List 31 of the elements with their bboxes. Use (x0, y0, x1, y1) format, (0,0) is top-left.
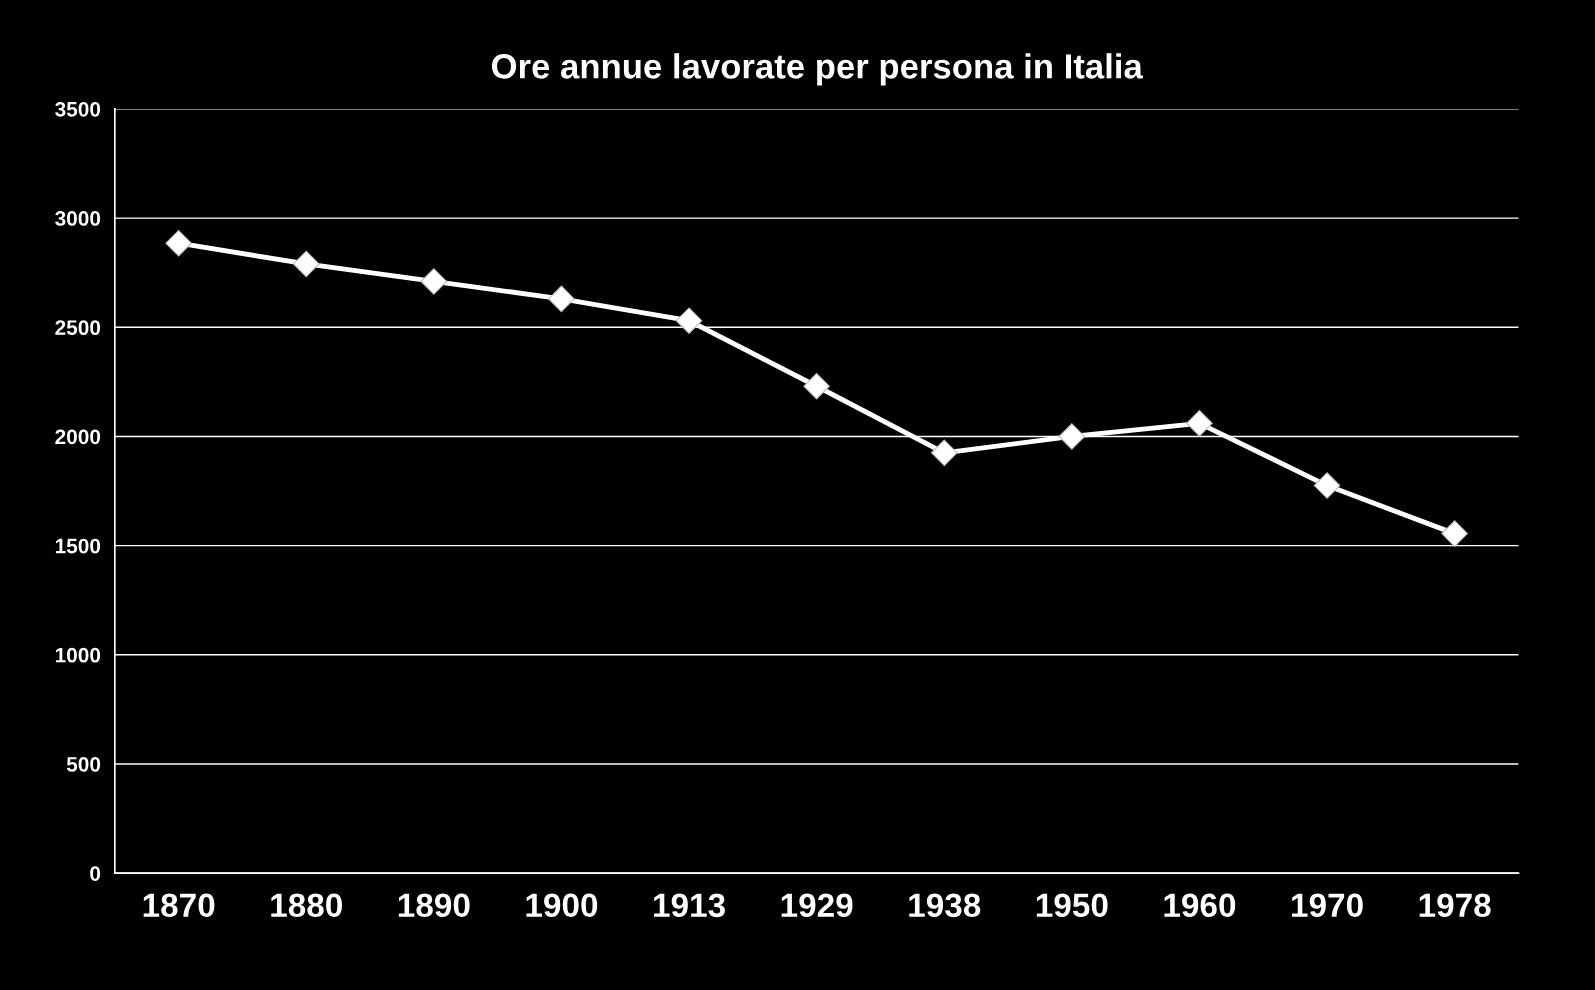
x-tick-label: 1880 (271, 893, 342, 918)
point (1441, 520, 1468, 547)
y-tick-label: 1500 (55, 538, 101, 554)
y-tick-label: 500 (66, 757, 101, 772)
point (803, 372, 830, 400)
x-tick-label: 1900 (526, 893, 598, 918)
y-tick-label: 2500 (55, 320, 101, 336)
y-tick-label: 2000 (55, 429, 101, 445)
point (930, 439, 958, 467)
x-tick-label: 1913 (654, 893, 725, 918)
x-tick-label: 1950 (1036, 893, 1108, 918)
x-tick-label: 1890 (398, 893, 470, 918)
point (165, 229, 192, 257)
y-tick-label: 1000 (55, 647, 101, 663)
y-tick-label: 0 (90, 866, 101, 881)
x-tick-label: 1929 (781, 893, 853, 918)
x-tick-label: 1970 (1292, 893, 1363, 918)
x-tick-label: 1938 (909, 893, 981, 918)
point (675, 307, 703, 334)
x-tick-label: 1978 (1419, 893, 1491, 918)
y-tick-label: 3000 (55, 211, 101, 226)
point (1313, 472, 1341, 499)
x-tick-label: 1870 (143, 893, 215, 918)
point (548, 285, 575, 313)
chart-title: Ore annue lavorate per persona in Italia (491, 53, 1143, 86)
point (420, 268, 448, 295)
point (1058, 423, 1086, 450)
point (292, 250, 320, 278)
y-tick-label: 3500 (55, 101, 101, 117)
point (1186, 410, 1213, 437)
x-tick-label: 1960 (1164, 893, 1236, 918)
